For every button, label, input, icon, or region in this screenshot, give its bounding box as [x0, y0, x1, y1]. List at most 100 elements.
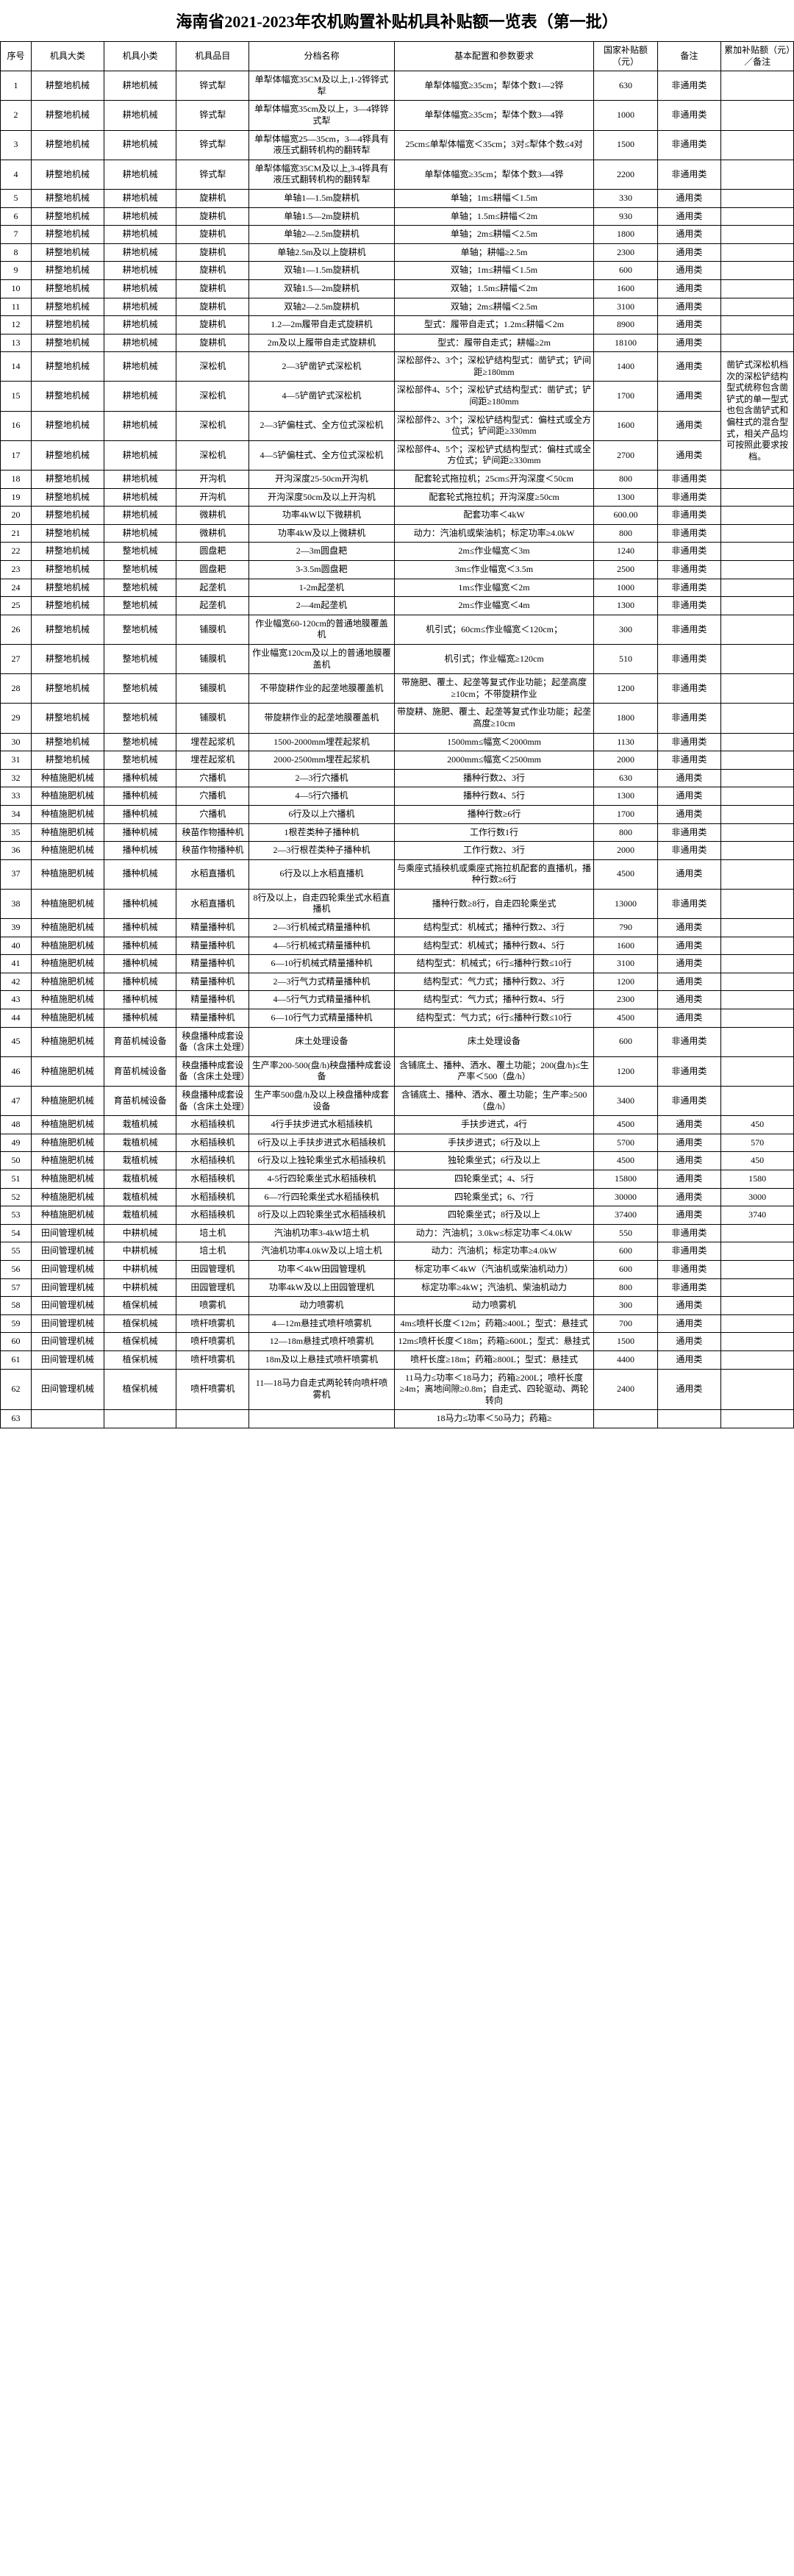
cell-item: [176, 1410, 249, 1428]
cell-item: 埋茬起浆机: [176, 751, 249, 770]
cell-sub: 13000: [594, 889, 657, 918]
cell-extra: [721, 488, 794, 507]
cell-cat2: 耕地机械: [104, 262, 176, 280]
cell-cat1: 种植施肥机械: [31, 1152, 104, 1170]
cell-cat1: 耕整地机械: [31, 207, 104, 226]
cell-extra: [721, 597, 794, 615]
table-row: 56田间管理机械中耕机械田园管理机功率＜4kW田园管理机标定功率＜4kW（汽油机…: [1, 1260, 794, 1278]
cell-sub: 300: [594, 1297, 657, 1315]
cell-extra: [721, 262, 794, 280]
cell-extra: [721, 991, 794, 1009]
cell-seq: 18: [1, 471, 32, 489]
cell-item: 精量播种机: [176, 919, 249, 937]
cell-seq: 49: [1, 1134, 32, 1152]
cell-tier: 功率4kW以下微耕机: [249, 507, 395, 525]
cell-tier: 作业幅宽120cm及以上的普通地膜覆盖机: [249, 644, 395, 673]
cell-cat2: 栽植机械: [104, 1170, 176, 1188]
cell-item: 秧盘播种成套设备（含床土处理）: [176, 1087, 249, 1116]
table-row: 23耕整地机械整地机械圆盘耙3-3.5m圆盘耙3m≤作业幅宽＜3.5m2500非…: [1, 561, 794, 579]
cell-seq: 30: [1, 733, 32, 751]
cell-note: 非通用类: [657, 644, 720, 673]
table-row: 31耕整地机械整地机械埋茬起浆机2000-2500mm埋茬起浆机2000mm≤幅…: [1, 751, 794, 770]
cell-note: 非通用类: [657, 823, 720, 842]
cell-seq: 21: [1, 524, 32, 543]
cell-cat1: 耕整地机械: [31, 382, 104, 411]
cell-item: 旋耕机: [176, 334, 249, 352]
cell-tier: 汽油机功率4.0kW及以上培土机: [249, 1242, 395, 1261]
cell-tier: 2m及以上履带自走式旋耕机: [249, 334, 395, 352]
cell-sub: 1200: [594, 973, 657, 991]
cell-extra: [721, 1333, 794, 1351]
cell-cat1: 耕整地机械: [31, 440, 104, 470]
cell-item: 起垄机: [176, 579, 249, 597]
cell-sub: 1240: [594, 543, 657, 561]
cell-note: 通用类: [657, 207, 720, 226]
cell-note: 非通用类: [657, 101, 720, 130]
cell-sub: 4500: [594, 859, 657, 889]
cell-cat1: 耕整地机械: [31, 411, 104, 440]
cell-tier: 单轴2—2.5m旋耕机: [249, 226, 395, 244]
cell-sub: 600: [594, 1260, 657, 1278]
cell-sub: 1800: [594, 704, 657, 733]
cell-cat1: 种植施肥机械: [31, 769, 104, 787]
cell-note: 非通用类: [657, 1278, 720, 1297]
table-row: 21耕整地机械耕地机械微耕机功率4kW及以上微耕机动力：汽油机或柴油机；标定功率…: [1, 524, 794, 543]
cell-cat1: 田间管理机械: [31, 1260, 104, 1278]
cell-extra: [721, 842, 794, 860]
cell-tier: 6—7行四轮乘坐式水稻插秧机: [249, 1188, 395, 1206]
cell-note: 通用类: [657, 859, 720, 889]
cell-item: 穴播机: [176, 769, 249, 787]
cell-cat2: 耕地机械: [104, 440, 176, 470]
cell-cat2: 播种机械: [104, 842, 176, 860]
cell-cat1: 耕整地机械: [31, 352, 104, 382]
cell-cat2: 中耕机械: [104, 1242, 176, 1261]
cell-tier: 6行及以上穴播机: [249, 805, 395, 823]
cell-tier: 单犁体幅宽35CM及以上,3-4铧具有液压式翻转机构的翻转犁: [249, 160, 395, 189]
cell-cat1: 耕整地机械: [31, 751, 104, 770]
cell-note: 通用类: [657, 440, 720, 470]
cell-cat2: 植保机械: [104, 1333, 176, 1351]
cell-item: 穴播机: [176, 787, 249, 806]
cell-tier: 双轴1—1.5m旋耕机: [249, 262, 395, 280]
cell-spec: 工作行数1行: [394, 823, 594, 842]
cell-sub: 1800: [594, 226, 657, 244]
cell-seq: 43: [1, 991, 32, 1009]
cell-cat1: 种植施肥机械: [31, 823, 104, 842]
cell-item: 水稻插秧机: [176, 1170, 249, 1188]
cell-sub: 8900: [594, 316, 657, 334]
cell-tier: 4—12m悬挂式喷杆喷雾机: [249, 1314, 395, 1333]
cell-tier: 单犁体幅宽35CM及以上,1-2铧铧式犁: [249, 71, 395, 101]
cell-sub: 1500: [594, 130, 657, 160]
cell-cat2: 播种机械: [104, 973, 176, 991]
cell-cat2: 耕地机械: [104, 352, 176, 382]
cell-tier: 生产率500盘/h及以上秧盘播种成套设备: [249, 1087, 395, 1116]
cell-spec: 3m≤作业幅宽＜3.5m: [394, 561, 594, 579]
cell-cat1: 田间管理机械: [31, 1278, 104, 1297]
cell-cat2: 整地机械: [104, 704, 176, 733]
cell-seq: 37: [1, 859, 32, 889]
cell-extra: [721, 189, 794, 207]
col-item: 机具品目: [176, 42, 249, 71]
cell-seq: 29: [1, 704, 32, 733]
cell-spec: 结构型式：气力式；播种行数4、5行: [394, 991, 594, 1009]
cell-tier: 单轴1—1.5m旋耕机: [249, 189, 395, 207]
cell-seq: 24: [1, 579, 32, 597]
cell-cat2: 整地机械: [104, 543, 176, 561]
cell-tier: 4行手扶步进式水稻插秧机: [249, 1116, 395, 1134]
cell-item: 旋耕机: [176, 262, 249, 280]
cell-tier: 4—5行穴播机: [249, 787, 395, 806]
cell-seq: 41: [1, 955, 32, 973]
cell-sub: 1600: [594, 937, 657, 955]
cell-sub: 2000: [594, 751, 657, 770]
cell-extra: [721, 101, 794, 130]
cell-spec: 1m≤作业幅宽＜2m: [394, 579, 594, 597]
cell-item: 秧苗作物播种机: [176, 842, 249, 860]
cell-tier: 2—3行机械式精量播种机: [249, 919, 395, 937]
cell-cat2: 播种机械: [104, 823, 176, 842]
cell-seq: 61: [1, 1350, 32, 1369]
table-row: 15耕整地机械耕地机械深松机4—5铲凿铲式深松机深松部件4、5个；深松铲式结构型…: [1, 382, 794, 411]
cell-item: 铺膜机: [176, 644, 249, 673]
cell-cat2: 耕地机械: [104, 71, 176, 101]
cell-spec: 配套轮式拖拉机；开沟深度≥50cm: [394, 488, 594, 507]
cell-sub: 1000: [594, 579, 657, 597]
